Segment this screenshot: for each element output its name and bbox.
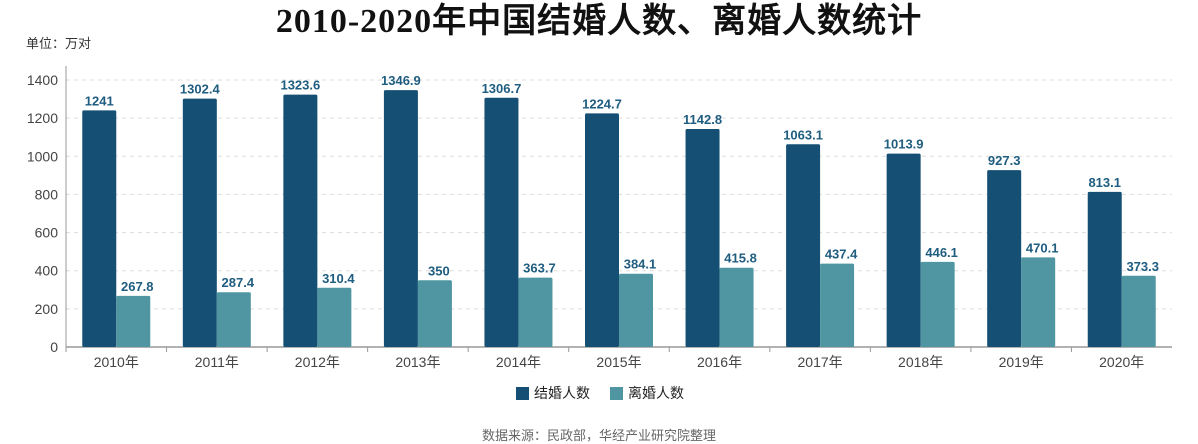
x-tick-label: 2012年 xyxy=(295,354,340,370)
marriage-value-label: 1346.9 xyxy=(381,73,421,88)
unit-label: 单位：万对 xyxy=(26,36,92,51)
legend-label-marriage: 结婚人数 xyxy=(534,385,590,401)
y-tick-label: 400 xyxy=(35,263,59,279)
y-tick-label: 1000 xyxy=(27,148,58,164)
divorce-bar xyxy=(619,273,653,347)
divorce-value-label: 350 xyxy=(428,263,450,278)
divorce-value-label: 287.4 xyxy=(222,275,255,290)
marriage-value-label: 1323.6 xyxy=(280,78,320,93)
y-tick-label: 800 xyxy=(35,186,59,202)
x-tick-label: 2015年 xyxy=(596,354,641,370)
marriage-bar xyxy=(886,153,921,347)
marriage-bar xyxy=(182,98,217,348)
divorce-bar xyxy=(1021,257,1056,347)
marriage-bar xyxy=(82,110,117,347)
x-tick-label: 2010年 xyxy=(94,354,139,370)
divorce-bar xyxy=(820,263,855,347)
divorce-value-label: 470.1 xyxy=(1026,240,1059,255)
y-tick-label: 1200 xyxy=(27,110,58,126)
marriage-bar xyxy=(383,90,418,348)
divorce-bar xyxy=(1121,275,1156,347)
y-tick-label: 600 xyxy=(35,225,59,241)
y-tick-label: 1400 xyxy=(27,72,58,88)
divorce-value-label: 446.1 xyxy=(925,245,958,260)
divorce-value-label: 267.8 xyxy=(121,279,154,294)
marriage-value-label: 1142.8 xyxy=(683,112,722,127)
x-tick-label: 2017年 xyxy=(798,354,843,370)
divorce-value-label: 310.4 xyxy=(322,271,355,286)
marriage-bar xyxy=(1087,191,1122,347)
divorce-value-label: 415.8 xyxy=(724,251,757,266)
y-tick-label: 200 xyxy=(35,301,59,317)
marriage-bar xyxy=(283,94,318,347)
divorce-bar xyxy=(518,277,553,347)
x-tick-label: 2014年 xyxy=(496,354,541,370)
marriage-value-label: 1302.4 xyxy=(180,82,221,97)
divorce-value-label: 437.4 xyxy=(825,247,858,262)
divorce-bar xyxy=(216,292,251,347)
divorce-value-label: 384.1 xyxy=(624,257,657,272)
source-note: 数据来源：民政部，华经产业研究院整理 xyxy=(481,428,716,443)
marriage-value-label: 1306.7 xyxy=(482,81,522,96)
marriage-value-label: 1013.9 xyxy=(884,137,924,152)
divorce-value-label: 373.3 xyxy=(1126,259,1159,274)
marriage-bar xyxy=(585,113,619,347)
marriage-value-label: 927.3 xyxy=(988,153,1021,168)
marriage-value-label: 813.1 xyxy=(1088,175,1121,190)
divorce-bar xyxy=(417,280,452,347)
x-tick-label: 2011年 xyxy=(195,354,239,370)
divorce-bar xyxy=(920,261,955,347)
legend-swatch-divorce xyxy=(610,387,623,400)
divorce-value-label: 363.7 xyxy=(523,261,556,276)
x-tick-label: 2013年 xyxy=(395,354,440,370)
divorce-bar xyxy=(719,267,754,347)
legend-swatch-marriage xyxy=(516,387,529,400)
x-tick-label: 2019年 xyxy=(999,354,1044,370)
marriage-value-label: 1241 xyxy=(85,93,114,108)
x-tick-label: 2020年 xyxy=(1099,354,1144,370)
x-tick-label: 2018年 xyxy=(898,354,943,370)
chart-title: 2010-2020年中国结婚人数、离婚人数统计 xyxy=(275,3,923,40)
marriage-bar xyxy=(786,144,821,347)
marriage-bar xyxy=(484,97,519,347)
y-tick-label: 0 xyxy=(50,339,58,355)
divorce-bar xyxy=(317,287,352,347)
marriage-value-label: 1224.7 xyxy=(582,96,622,111)
marriage-bar xyxy=(987,170,1022,347)
marriage-bar xyxy=(685,129,720,347)
divorce-bar xyxy=(116,295,151,347)
x-tick-label: 2016年 xyxy=(697,354,742,370)
legend-label-divorce: 离婚人数 xyxy=(628,385,684,401)
marriage-value-label: 1063.1 xyxy=(783,127,823,142)
